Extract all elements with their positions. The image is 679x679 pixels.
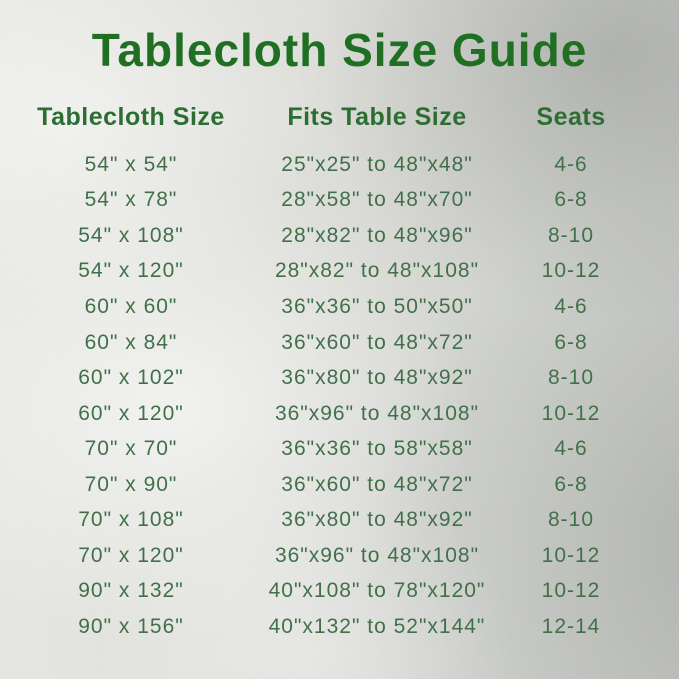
tablecloth-size-cell: 70" x 108" <box>78 508 184 532</box>
tablecloth-size-cell: 54" x 78" <box>84 188 178 212</box>
fits-table-size-cell: 40"x108" to 78"x120" <box>268 579 486 603</box>
table-row: 60" x 102" 36"x80" to 48"x92" 8-10 <box>0 360 650 396</box>
table-row: 70" x 120" 36"x96" to 48"x108" 10-12 <box>0 538 650 574</box>
fits-table-size-cell: 36"x36" to 58"x58" <box>281 437 473 461</box>
fits-table-size-cell: 36"x60" to 48"x72" <box>281 472 473 496</box>
seats-cell: 4-6 <box>554 437 588 461</box>
tablecloth-size-cell: 60" x 84" <box>84 330 178 354</box>
tablecloth-size-cell: 70" x 90" <box>84 472 178 496</box>
seats-cell: 12-14 <box>541 614 601 638</box>
table-row: 90" x 132" 40"x108" to 78"x120" 10-12 <box>0 574 650 610</box>
tablecloth-size-cell: 54" x 54" <box>84 152 178 176</box>
size-table-body: 54" x 54" 25"x25" to 48"x48" 4-6 54" x 78" 2… <box>0 147 650 645</box>
fits-table-size-cell: 28"x82" to 48"x108" <box>274 259 480 283</box>
seats-cell: 6-8 <box>554 330 588 354</box>
table-row: 54" x 108" 28"x82" to 48"x96" 8-10 <box>0 218 650 254</box>
table-row: 70" x 90" 36"x60" to 48"x72" 6-8 <box>0 467 650 503</box>
table-row: 70" x 70" 36"x36" to 58"x58" 4-6 <box>0 431 650 467</box>
seats-cell: 4-6 <box>554 294 588 318</box>
tablecloth-size-cell: 90" x 156" <box>78 614 184 638</box>
table-row: 60" x 120" 36"x96" to 48"x108" 10-12 <box>0 396 650 432</box>
fits-table-size-cell: 40"x132" to 52"x144" <box>268 614 486 638</box>
seats-cell: 8-10 <box>547 366 595 390</box>
seats-cell: 8-10 <box>547 508 595 532</box>
column-header-fits-table-size: Fits Table Size <box>287 103 467 131</box>
seats-cell: 6-8 <box>554 188 588 212</box>
table-header-row: Tablecloth Size Fits Table Size Seats <box>0 103 650 132</box>
fits-table-size-cell: 25"x25" to 48"x48" <box>281 152 473 176</box>
fits-table-size-cell: 28"x58" to 48"x70" <box>281 188 473 212</box>
table-row: 90" x 156" 40"x132" to 52"x144" 12-14 <box>0 609 650 645</box>
table-row: 54" x 78" 28"x58" to 48"x70" 6-8 <box>0 183 650 219</box>
seats-cell: 8-10 <box>547 223 595 247</box>
seats-cell: 10-12 <box>541 401 601 425</box>
page-title: Tablecloth Size Guide <box>91 24 588 76</box>
seats-cell: 4-6 <box>554 152 588 176</box>
fits-table-size-cell: 36"x60" to 48"x72" <box>281 330 473 354</box>
tablecloth-size-cell: 54" x 120" <box>78 259 184 283</box>
tablecloth-size-cell: 54" x 108" <box>78 223 184 247</box>
table-row: 54" x 120" 28"x82" to 48"x108" 10-12 <box>0 254 650 290</box>
fits-table-size-cell: 36"x96" to 48"x108" <box>274 401 480 425</box>
tablecloth-size-cell: 70" x 120" <box>78 543 184 567</box>
fits-table-size-cell: 28"x82" to 48"x96" <box>281 223 473 247</box>
column-header-tablecloth-size: Tablecloth Size <box>37 103 225 131</box>
table-row: 60" x 84" 36"x60" to 48"x72" 6-8 <box>0 325 650 361</box>
seats-cell: 10-12 <box>541 579 601 603</box>
column-header-seats: Seats <box>536 103 606 131</box>
tablecloth-size-cell: 90" x 132" <box>78 579 184 603</box>
table-row: 70" x 108" 36"x80" to 48"x92" 8-10 <box>0 502 650 538</box>
fits-table-size-cell: 36"x36" to 50"x50" <box>281 294 473 318</box>
fits-table-size-cell: 36"x80" to 48"x92" <box>281 508 473 532</box>
tablecloth-size-cell: 60" x 120" <box>78 401 184 425</box>
table-row: 60" x 60" 36"x36" to 50"x50" 4-6 <box>0 289 650 325</box>
seats-cell: 10-12 <box>541 259 601 283</box>
seats-cell: 6-8 <box>554 472 588 496</box>
table-row: 54" x 54" 25"x25" to 48"x48" 4-6 <box>0 147 650 183</box>
fits-table-size-cell: 36"x96" to 48"x108" <box>274 543 480 567</box>
tablecloth-size-cell: 60" x 102" <box>78 366 184 390</box>
seats-cell: 10-12 <box>541 543 601 567</box>
tablecloth-size-cell: 60" x 60" <box>84 294 178 318</box>
tablecloth-size-cell: 70" x 70" <box>84 437 178 461</box>
fits-table-size-cell: 36"x80" to 48"x92" <box>281 366 473 390</box>
